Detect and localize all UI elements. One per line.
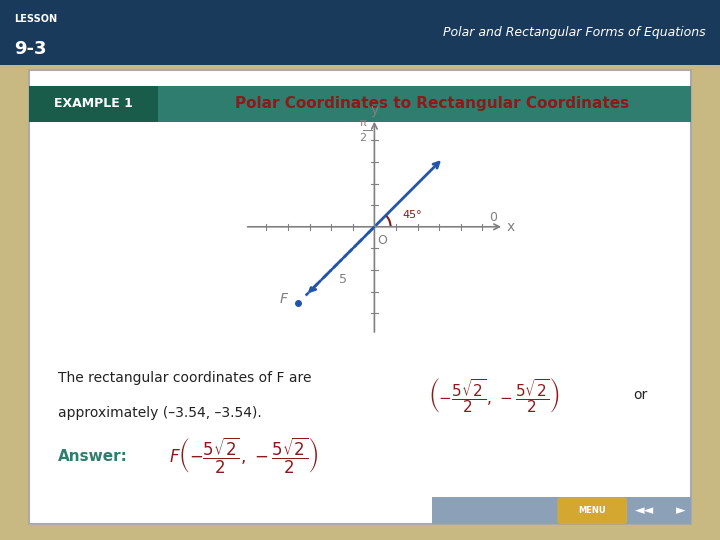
Text: EXAMPLE 1: EXAMPLE 1 bbox=[54, 97, 133, 110]
Text: ◄◄: ◄◄ bbox=[635, 504, 654, 517]
Text: approximately (–3.54, –3.54).: approximately (–3.54, –3.54). bbox=[58, 406, 261, 420]
Text: The rectangular coordinates of F are: The rectangular coordinates of F are bbox=[58, 371, 311, 385]
Text: or: or bbox=[634, 388, 648, 402]
Text: O: O bbox=[377, 234, 387, 247]
FancyBboxPatch shape bbox=[29, 70, 691, 524]
Text: LESSON: LESSON bbox=[14, 14, 58, 24]
FancyBboxPatch shape bbox=[29, 86, 158, 122]
Text: 45°: 45° bbox=[402, 210, 422, 220]
FancyBboxPatch shape bbox=[29, 86, 691, 122]
Text: y: y bbox=[370, 103, 379, 117]
FancyBboxPatch shape bbox=[558, 498, 626, 524]
Text: Answer:: Answer: bbox=[58, 449, 127, 464]
Text: x: x bbox=[506, 220, 514, 234]
Text: $\left(-\dfrac{5\sqrt{2}}{2},\,-\dfrac{5\sqrt{2}}{2}\right)$: $\left(-\dfrac{5\sqrt{2}}{2},\,-\dfrac{5… bbox=[428, 376, 560, 415]
Text: F: F bbox=[279, 292, 287, 306]
Text: ►: ► bbox=[675, 504, 685, 517]
Text: Polar Coordinates to Rectangular Coordinates: Polar Coordinates to Rectangular Coordin… bbox=[235, 96, 629, 111]
Text: 5: 5 bbox=[339, 273, 347, 286]
Text: π: π bbox=[359, 118, 366, 128]
Text: 0: 0 bbox=[489, 211, 498, 224]
Text: 9-3: 9-3 bbox=[14, 39, 47, 58]
Text: MENU: MENU bbox=[579, 507, 606, 515]
Text: 2: 2 bbox=[359, 133, 366, 143]
FancyBboxPatch shape bbox=[0, 0, 720, 65]
Text: $F\left(-\dfrac{5\sqrt{2}}{2},\,-\dfrac{5\sqrt{2}}{2}\right)$: $F\left(-\dfrac{5\sqrt{2}}{2},\,-\dfrac{… bbox=[169, 436, 319, 476]
Text: Polar and Rectangular Forms of Equations: Polar and Rectangular Forms of Equations bbox=[443, 26, 706, 39]
FancyBboxPatch shape bbox=[432, 497, 691, 524]
